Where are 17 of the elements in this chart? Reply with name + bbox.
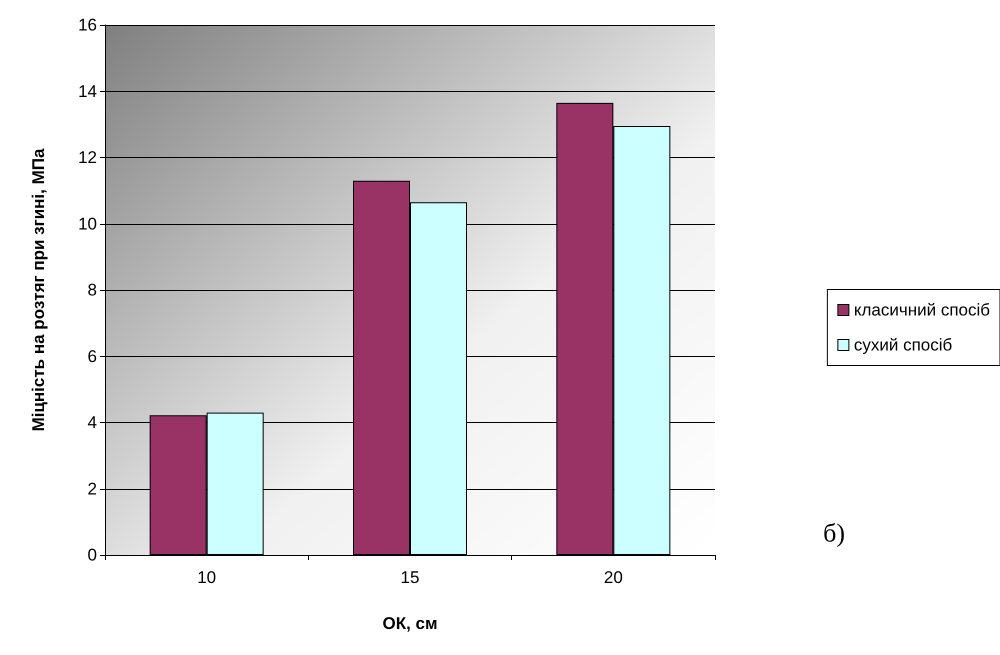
y-tick-label: 4 (88, 413, 97, 432)
y-tick-label: 16 (78, 16, 97, 34)
legend-label: класичний спосіб (854, 300, 990, 320)
y-tick-label: 0 (88, 546, 97, 564)
y-tick-label: 14 (78, 82, 97, 101)
y-axis-title: Міцність на розтяг при згині, МПа (29, 148, 48, 432)
text: б) (823, 518, 846, 548)
y-tick-label: 10 (78, 214, 97, 234)
x-axis-title: ОК, см (382, 614, 438, 633)
y-tick-label: 2 (88, 479, 97, 498)
y-tick-label: 8 (88, 280, 97, 300)
x-tick-label: 20 (604, 568, 623, 587)
y-tick-label: 6 (88, 346, 97, 366)
legend-label: сухий спосіб (854, 336, 953, 354)
x-tick-label: 15 (400, 568, 420, 587)
y-tick-label: 12 (78, 148, 97, 167)
x-tick-label: 10 (197, 568, 216, 587)
